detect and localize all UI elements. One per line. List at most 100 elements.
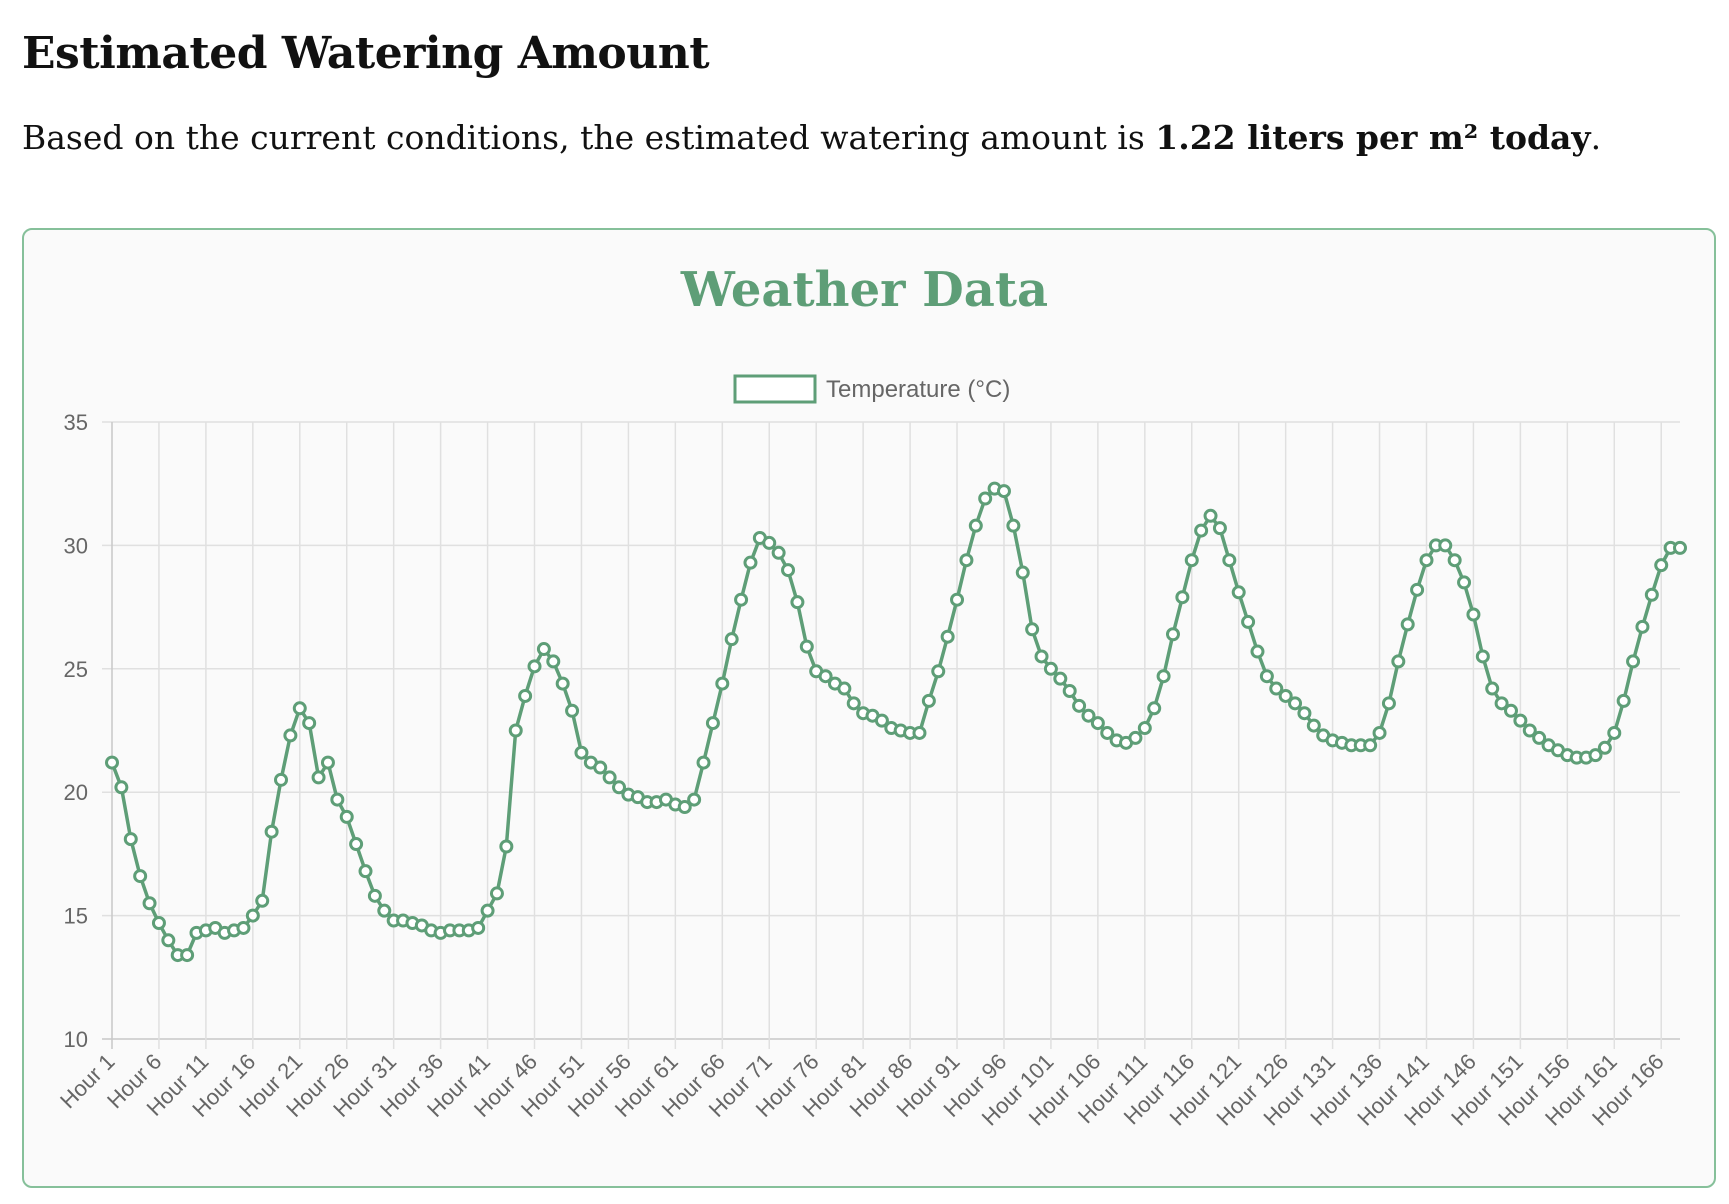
- data-point[interactable]: [1175, 590, 1190, 605]
- data-point[interactable]: [1475, 649, 1490, 664]
- data-point[interactable]: [236, 920, 251, 935]
- data-point[interactable]: [1522, 723, 1537, 738]
- data-point[interactable]: [950, 592, 965, 607]
- data-point[interactable]: [1363, 738, 1378, 753]
- data-point[interactable]: [593, 760, 608, 775]
- data-point[interactable]: [508, 723, 523, 738]
- data-point[interactable]: [151, 916, 166, 931]
- data-point[interactable]: [1212, 521, 1227, 536]
- data-point[interactable]: [527, 659, 542, 674]
- data-point[interactable]: [715, 676, 730, 691]
- data-point[interactable]: [264, 824, 279, 839]
- data-point[interactable]: [1466, 607, 1481, 622]
- data-point[interactable]: [1062, 684, 1077, 699]
- data-point[interactable]: [546, 654, 561, 669]
- data-point[interactable]: [274, 772, 289, 787]
- data-point[interactable]: [320, 755, 335, 770]
- data-point[interactable]: [1607, 725, 1622, 740]
- data-point[interactable]: [1231, 585, 1246, 600]
- data-point[interactable]: [1043, 661, 1058, 676]
- data-point[interactable]: [180, 948, 195, 963]
- data-point[interactable]: [1156, 669, 1171, 684]
- data-point[interactable]: [480, 903, 495, 918]
- data-point[interactable]: [602, 770, 617, 785]
- data-point[interactable]: [358, 864, 373, 879]
- data-point[interactable]: [1644, 587, 1659, 602]
- data-point[interactable]: [1447, 553, 1462, 568]
- data-point[interactable]: [1673, 540, 1687, 555]
- data-point[interactable]: [565, 703, 580, 718]
- data-point[interactable]: [1100, 725, 1115, 740]
- data-point[interactable]: [114, 780, 129, 795]
- data-point[interactable]: [1457, 575, 1472, 590]
- data-point[interactable]: [1072, 698, 1087, 713]
- data-point[interactable]: [283, 728, 298, 743]
- data-point[interactable]: [846, 696, 861, 711]
- data-point[interactable]: [1635, 619, 1650, 634]
- data-point[interactable]: [105, 755, 119, 770]
- data-point[interactable]: [489, 886, 504, 901]
- data-point[interactable]: [1015, 565, 1030, 580]
- data-point[interactable]: [1503, 703, 1518, 718]
- data-point[interactable]: [1034, 649, 1049, 664]
- data-point[interactable]: [921, 693, 936, 708]
- data-point[interactable]: [499, 839, 514, 854]
- data-point[interactable]: [1410, 582, 1425, 597]
- data-point[interactable]: [245, 908, 260, 923]
- data-point[interactable]: [734, 592, 749, 607]
- data-point[interactable]: [367, 888, 382, 903]
- data-point[interactable]: [1597, 740, 1612, 755]
- data-point[interactable]: [1090, 716, 1105, 731]
- data-point[interactable]: [1128, 730, 1143, 745]
- data-point[interactable]: [1494, 696, 1509, 711]
- data-point[interactable]: [349, 837, 364, 852]
- data-point[interactable]: [330, 792, 345, 807]
- data-point[interactable]: [1306, 718, 1321, 733]
- data-point[interactable]: [1513, 713, 1528, 728]
- data-point[interactable]: [1381, 696, 1396, 711]
- data-point[interactable]: [1259, 669, 1274, 684]
- data-point[interactable]: [292, 701, 307, 716]
- data-point[interactable]: [1278, 688, 1293, 703]
- data-point[interactable]: [339, 809, 354, 824]
- data-point[interactable]: [790, 595, 805, 610]
- data-point[interactable]: [1588, 748, 1603, 763]
- data-point[interactable]: [161, 933, 176, 948]
- data-point[interactable]: [1222, 553, 1237, 568]
- data-point[interactable]: [1400, 617, 1415, 632]
- data-point[interactable]: [255, 893, 270, 908]
- data-point[interactable]: [1203, 508, 1218, 523]
- data-point[interactable]: [978, 491, 993, 506]
- data-point[interactable]: [1654, 558, 1669, 573]
- data-point[interactable]: [1419, 553, 1434, 568]
- data-point[interactable]: [724, 632, 739, 647]
- data-point[interactable]: [687, 792, 702, 807]
- data-point[interactable]: [1184, 553, 1199, 568]
- data-point[interactable]: [837, 681, 852, 696]
- data-point[interactable]: [142, 896, 157, 911]
- data-point[interactable]: [555, 676, 570, 691]
- data-point[interactable]: [612, 780, 627, 795]
- data-point[interactable]: [677, 800, 692, 815]
- data-point[interactable]: [912, 725, 927, 740]
- data-point[interactable]: [931, 664, 946, 679]
- data-point[interactable]: [1391, 654, 1406, 669]
- data-point[interactable]: [743, 555, 758, 570]
- data-point[interactable]: [574, 745, 589, 760]
- data-point[interactable]: [518, 688, 533, 703]
- data-point[interactable]: [818, 669, 833, 684]
- legend[interactable]: Temperature (°C): [733, 374, 1010, 404]
- data-point[interactable]: [133, 869, 148, 884]
- data-point[interactable]: [1297, 706, 1312, 721]
- data-point[interactable]: [1241, 614, 1256, 629]
- data-point[interactable]: [696, 755, 711, 770]
- data-point[interactable]: [959, 553, 974, 568]
- data-point[interactable]: [762, 535, 777, 550]
- data-point[interactable]: [536, 642, 551, 657]
- data-point[interactable]: [940, 629, 955, 644]
- data-point[interactable]: [1194, 523, 1209, 538]
- data-point[interactable]: [1053, 671, 1068, 686]
- data-point[interactable]: [1165, 627, 1180, 642]
- data-point[interactable]: [968, 518, 983, 533]
- data-point[interactable]: [311, 770, 326, 785]
